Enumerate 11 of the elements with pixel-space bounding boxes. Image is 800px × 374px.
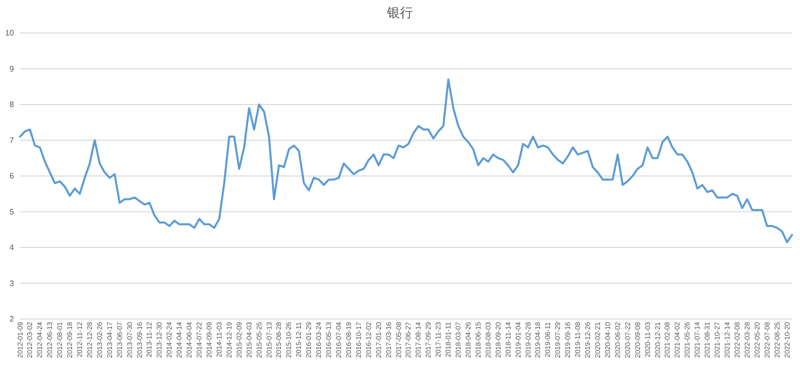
y-tick-label: 7 xyxy=(10,136,15,145)
chart-title: 银行 xyxy=(386,6,413,21)
y-tick-label: 6 xyxy=(10,172,15,181)
y-tick-label: 5 xyxy=(10,207,15,216)
line-series xyxy=(19,78,793,244)
y-tick-label: 3 xyxy=(10,278,15,288)
y-tick-label: 8 xyxy=(10,100,15,110)
y-tick-label: 2 xyxy=(10,314,15,324)
y-tick-label: 4 xyxy=(10,243,15,252)
y-tick-label: 10 xyxy=(5,28,15,38)
y-tick-label: 9 xyxy=(10,64,15,74)
